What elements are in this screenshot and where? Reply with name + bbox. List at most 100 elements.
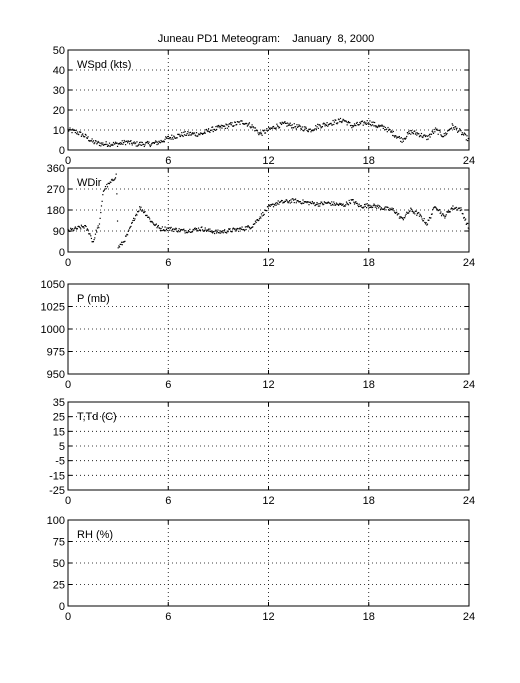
data-point (339, 203, 342, 205)
data-point (170, 138, 172, 140)
data-point (158, 227, 160, 229)
data-point (347, 204, 350, 206)
data-point (274, 127, 276, 129)
data-point (169, 229, 171, 231)
data-point (134, 218, 136, 220)
data-point (367, 205, 369, 207)
data-point (293, 199, 295, 201)
data-point (189, 134, 191, 136)
data-point (334, 204, 336, 206)
data-point (222, 124, 224, 127)
data-point (97, 225, 99, 227)
data-point (378, 124, 380, 126)
data-point (332, 204, 334, 206)
data-point (411, 210, 413, 212)
data-point (392, 130, 394, 133)
data-point (85, 134, 87, 136)
data-point (131, 221, 133, 224)
data-point (200, 226, 202, 229)
data-point (322, 204, 324, 206)
data-point (80, 224, 82, 226)
data-point (349, 124, 352, 127)
data-point (295, 128, 297, 130)
data-point (98, 141, 100, 143)
data-point (392, 208, 394, 210)
data-point (123, 241, 125, 243)
data-point (378, 207, 380, 209)
data-point (264, 132, 267, 134)
data-point (331, 124, 334, 126)
data-point (292, 198, 294, 200)
data-point (272, 125, 275, 128)
data-point (131, 144, 133, 146)
data-point (234, 121, 236, 124)
figure-title: Juneau PD1 Meteogram: January 8, 2000 (158, 33, 374, 45)
data-point (290, 199, 292, 201)
data-point (236, 121, 238, 123)
data-point (421, 136, 423, 138)
data-point (457, 130, 459, 132)
data-point (155, 141, 157, 143)
data-point (318, 203, 320, 205)
data-point (355, 201, 357, 203)
data-point (372, 121, 374, 123)
data-point (107, 144, 109, 146)
data-point (214, 230, 216, 232)
data-point (224, 229, 226, 231)
data-point (155, 223, 157, 225)
y-tick-label: 0 (59, 247, 65, 259)
x-tick-label: 24 (463, 495, 475, 507)
y-tick-label: 25 (53, 412, 65, 424)
data-point (391, 207, 393, 209)
data-point (187, 231, 189, 233)
data-point (415, 210, 417, 212)
data-point (275, 204, 277, 206)
data-point (145, 142, 147, 144)
data-point (329, 122, 332, 125)
data-point (128, 143, 131, 145)
data-point (113, 143, 115, 145)
data-point (72, 228, 74, 230)
data-point (299, 201, 301, 203)
data-point (304, 201, 306, 203)
data-point (431, 130, 433, 132)
data-point (105, 188, 107, 190)
data-point (142, 210, 144, 212)
data-point (467, 137, 469, 140)
data-point (230, 124, 232, 126)
data-point (238, 228, 240, 230)
data-point (265, 210, 267, 212)
data-point (104, 143, 107, 146)
data-point (389, 207, 391, 210)
data-point (288, 201, 290, 203)
data-point (84, 225, 86, 227)
data-point (192, 228, 194, 231)
data-point (120, 243, 122, 245)
data-point (76, 131, 78, 133)
data-point (156, 227, 158, 229)
data-point (268, 126, 270, 129)
data-point (419, 213, 421, 215)
data-point (180, 134, 182, 136)
data-point (78, 131, 80, 133)
data-point (260, 217, 262, 219)
y-tick-label: 10 (53, 125, 65, 137)
data-point (128, 229, 130, 231)
data-point (88, 139, 90, 142)
data-point (169, 227, 172, 229)
data-point (250, 227, 252, 229)
data-point (205, 128, 208, 131)
data-point (378, 126, 380, 128)
data-point (424, 134, 426, 136)
data-point (353, 125, 355, 127)
data-point (281, 121, 283, 123)
data-point (74, 227, 76, 229)
data-point (386, 131, 388, 133)
axes-frame (67, 49, 470, 151)
panel-temp: 0 6 12 18 24 -25 -15 -5 5 15 25 35 T,Td (C) (49, 397, 475, 507)
data-point (86, 229, 88, 231)
data-point (278, 203, 280, 205)
data-point (75, 227, 77, 229)
data-point (268, 204, 271, 206)
data-point (401, 141, 403, 143)
